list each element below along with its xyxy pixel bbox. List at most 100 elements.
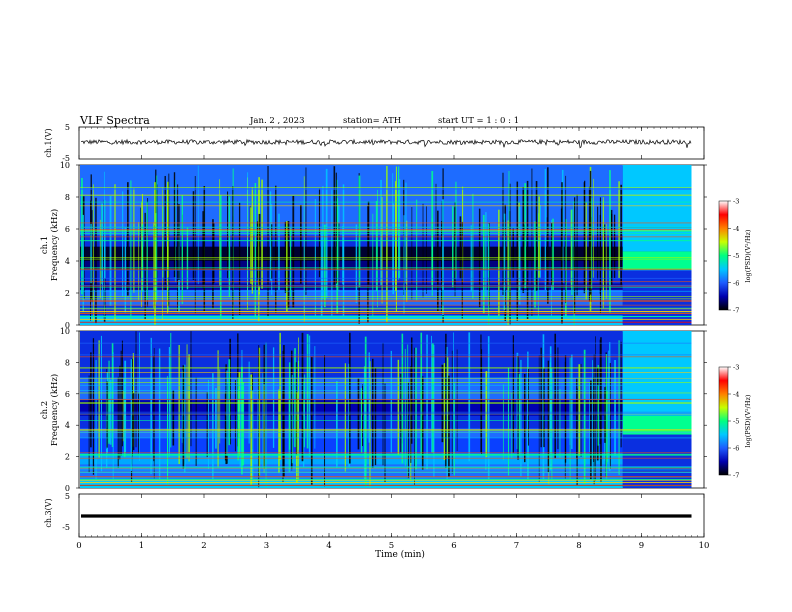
- spectrogram-streak: [507, 367, 510, 476]
- spectrogram-streak: [331, 189, 333, 318]
- spectrogram-streak: [184, 364, 186, 473]
- spectrogram-streak: [238, 388, 240, 457]
- spectrogram-streak: [314, 346, 316, 449]
- spectrogram-streak: [124, 360, 127, 453]
- spectrogram-streak: [390, 350, 392, 453]
- spectrogram-streak: [109, 196, 112, 306]
- spectrogram-streak: [618, 340, 620, 475]
- spectrogram-streak: [543, 368, 545, 448]
- spectrogram-streak: [256, 221, 259, 280]
- spectrogram-streak: [106, 381, 108, 448]
- spectrogram-band: [80, 270, 623, 284]
- spectrogram-streak: [124, 227, 127, 313]
- spectrogram-line: [80, 472, 692, 473]
- spectrogram-line: [80, 296, 692, 297]
- time-tick-label: 4: [326, 541, 331, 551]
- spectrogram-streak: [395, 166, 397, 312]
- spectrogram-line: [80, 452, 692, 454]
- spectrogram-streak: [540, 347, 542, 448]
- spectrogram-streak: [207, 379, 209, 469]
- spectrogram-streak: [407, 344, 409, 477]
- spectrogram-streak: [215, 388, 217, 449]
- spectrogram-line: [80, 258, 692, 260]
- spectrogram-line: [80, 466, 692, 468]
- spectrogram-streak: [92, 338, 95, 475]
- spectrogram-streak: [88, 375, 90, 473]
- spectrogram-streak: [119, 365, 121, 460]
- spectrogram-line: [80, 290, 692, 292]
- spectrogram-streak: [182, 365, 185, 469]
- spectrogram-streak: [254, 183, 257, 318]
- ch1-waveform-panel: 5 -5 ch.1(V): [44, 123, 705, 163]
- spectrogram-line: [80, 342, 692, 344]
- spectrogram-streak: [336, 380, 338, 468]
- spectrogram-streak: [178, 204, 180, 281]
- spectrogram-streak: [527, 351, 529, 488]
- spectrogram-streak: [441, 221, 443, 313]
- spectrogram-streak: [443, 363, 446, 461]
- spectrogram-streak: [561, 182, 563, 324]
- spectrogram-streak: [604, 224, 606, 286]
- spectrogram-streak: [108, 360, 110, 442]
- spectrogram-line: [80, 455, 692, 456]
- spectrogram-streak: [133, 392, 135, 451]
- spectrogram-line: [80, 356, 692, 358]
- spectrogram-streak: [377, 189, 378, 308]
- xaxis-label: Time (min): [375, 549, 425, 560]
- spectrogram-streak: [523, 224, 525, 284]
- spectrogram-streak: [202, 211, 204, 289]
- spectrogram-streak: [153, 347, 155, 479]
- spectrogram-streak: [371, 358, 374, 468]
- spectrogram-streak: [368, 352, 370, 443]
- spectrogram-streak: [384, 383, 386, 483]
- spectrogram-streak: [516, 181, 519, 321]
- spectrogram-line: [80, 286, 692, 288]
- spectrogram-streak: [303, 195, 305, 314]
- spectrogram-streak: [130, 180, 132, 323]
- spectrogram-streak: [154, 182, 156, 325]
- spectrogram-line: [80, 284, 692, 286]
- spectrogram-streak: [170, 332, 172, 448]
- spectrogram-streak: [144, 212, 146, 320]
- ch2-ylabel-line1: ch.2: [40, 401, 50, 419]
- spectrogram-streak: [177, 184, 179, 312]
- spectrogram-streak: [173, 172, 176, 278]
- spectrogram-streak: [569, 357, 571, 480]
- spectrogram-streak: [599, 214, 602, 294]
- spectrogram-line: [80, 298, 692, 300]
- spectrogram-band: [80, 283, 623, 290]
- spectrogram-streak: [507, 220, 509, 325]
- spectrogram-streak: [146, 202, 148, 301]
- spectrogram-streak: [613, 214, 616, 279]
- spectrogram-streak: [234, 380, 236, 452]
- spectrogram-streak: [595, 336, 596, 481]
- spectrogram-line: [80, 285, 692, 287]
- spectrogram-line: [80, 188, 692, 189]
- spectrogram-line: [80, 390, 692, 392]
- figure-title: VLF Spectra: [79, 114, 150, 127]
- spectrogram-streak: [620, 341, 622, 448]
- spectrogram-band: [80, 213, 623, 236]
- ch1-colorbar-tick-label: -7: [733, 307, 739, 315]
- spectrogram-line: [80, 189, 692, 190]
- spectrogram-streak: [364, 336, 367, 487]
- spectrogram-line: [80, 304, 692, 306]
- spectrogram-streak: [228, 196, 231, 298]
- spectrogram-streak: [416, 199, 418, 301]
- spectrogram-line: [80, 307, 692, 309]
- time-tick-label: 10: [699, 541, 710, 551]
- spectrogram-line: [80, 402, 692, 403]
- spectrogram-streak: [322, 186, 324, 299]
- spectrogram-streak: [138, 393, 140, 454]
- spectrogram-line: [80, 429, 692, 430]
- spectrogram-band: [80, 289, 623, 306]
- spectrogram-streak: [487, 336, 490, 482]
- spectrogram-streak: [415, 347, 417, 470]
- spectrogram-line: [80, 205, 692, 207]
- spectrogram-streak: [242, 382, 245, 466]
- spectrogram-streak: [472, 193, 474, 299]
- spectrogram-streak: [141, 201, 143, 307]
- spectrogram-line: [80, 431, 692, 433]
- spectrogram-line: [80, 476, 692, 478]
